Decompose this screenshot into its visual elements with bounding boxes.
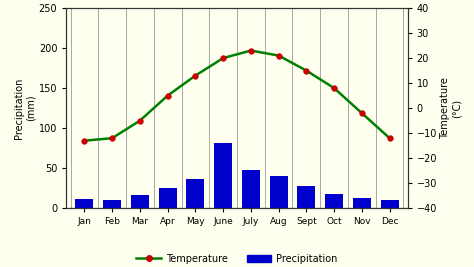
Legend: Temperature, Precipitation: Temperature, Precipitation bbox=[133, 250, 341, 267]
Bar bbox=[186, 179, 204, 208]
Bar bbox=[131, 195, 149, 208]
Bar bbox=[75, 199, 93, 208]
Bar bbox=[270, 176, 288, 208]
Bar bbox=[381, 200, 399, 208]
Y-axis label: Temperature
(°C): Temperature (°C) bbox=[440, 77, 462, 139]
Bar bbox=[214, 143, 232, 208]
Y-axis label: Precipitation
(mm): Precipitation (mm) bbox=[14, 77, 36, 139]
Bar bbox=[242, 170, 260, 208]
Bar bbox=[325, 194, 343, 208]
Bar bbox=[353, 198, 371, 208]
Bar bbox=[297, 186, 315, 208]
Bar bbox=[103, 200, 121, 208]
Bar bbox=[159, 188, 177, 208]
